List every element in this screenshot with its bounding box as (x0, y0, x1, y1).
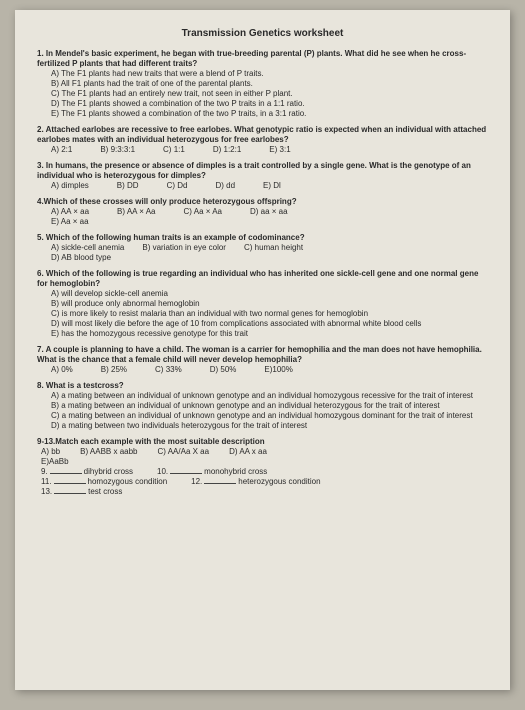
q9-e: E)AaBb (41, 457, 69, 467)
b11n: 11. (41, 477, 52, 487)
b13t: test cross (88, 487, 122, 497)
q7-e: E)100% (264, 365, 292, 375)
q2-b: B) 9:3:3:1 (100, 145, 135, 155)
q4-a: A) AA × aa (51, 207, 89, 217)
q5-text: 5. Which of the following human traits i… (37, 233, 305, 242)
blank-line[interactable] (204, 483, 236, 484)
blank-line[interactable] (54, 493, 86, 494)
q9-a: A) bb (41, 447, 60, 457)
q2-e: E) 3:1 (269, 145, 290, 155)
q1-a: A) The F1 plants had new traits that wer… (51, 69, 488, 79)
blank-line[interactable] (54, 483, 86, 484)
worksheet-title: Transmission Genetics worksheet (37, 28, 488, 39)
q3-b: B) DD (117, 181, 139, 191)
q8-c: C) a mating between an individual of unk… (51, 411, 488, 421)
q6-e: E) has the homozygous recessive genotype… (51, 329, 488, 339)
q4-c: C) Aa × Aa (184, 207, 222, 217)
q2-text: 2. Attached earlobes are recessive to fr… (37, 125, 486, 144)
q8-a: A) a mating between an individual of unk… (51, 391, 488, 401)
q8-d: D) a mating between two individuals hete… (51, 421, 488, 431)
b9t: dihybrid cross (84, 467, 133, 477)
q6-d: D) will most likely die before the age o… (51, 319, 488, 329)
question-5: 5. Which of the following human traits i… (37, 233, 488, 263)
b10n: 10. (157, 467, 168, 477)
q7-b: B) 25% (101, 365, 127, 375)
b12n: 12. (191, 477, 202, 487)
q7-a: A) 0% (51, 365, 73, 375)
q1-text: 1. In Mendel's basic experiment, he bega… (37, 49, 466, 68)
b10t: monohybrid cross (204, 467, 267, 477)
q7-c: C) 33% (155, 365, 182, 375)
q6-a: A) will develop sickle-cell anemia (51, 289, 488, 299)
worksheet-paper: Transmission Genetics worksheet 1. In Me… (15, 10, 510, 690)
q3-c: C) Dd (167, 181, 188, 191)
q5-a: A) sickle-cell anemia (51, 243, 124, 253)
q9-d: D) AA x aa (229, 447, 267, 457)
q5-d: D) AB blood type (51, 253, 111, 262)
q4-e: E) Aa × aa (51, 217, 89, 226)
q3-text: 3. In humans, the presence or absence of… (37, 161, 471, 180)
question-8: 8. What is a testcross? A) a mating betw… (37, 381, 488, 431)
q7-d: D) 50% (210, 365, 237, 375)
q2-d: D) 1:2:1 (213, 145, 241, 155)
q4-b: B) AA × Aa (117, 207, 155, 217)
q4-text: 4.Which of these crosses will only produ… (37, 197, 297, 206)
q3-a: A) dimples (51, 181, 89, 191)
q1-d: D) The F1 plants showed a combination of… (51, 99, 488, 109)
q2-c: C) 1:1 (163, 145, 185, 155)
b12t: heterozygous condition (238, 477, 320, 487)
b13n: 13. (41, 487, 52, 497)
q1-b: B) All F1 plants had the trait of one of… (51, 79, 488, 89)
question-6: 6. Which of the following is true regard… (37, 269, 488, 339)
question-9-13: 9-13.Match each example with the most su… (37, 437, 488, 497)
q9-text: 9-13.Match each example with the most su… (37, 437, 265, 446)
q4-d: D) aa × aa (250, 207, 288, 217)
question-1: 1. In Mendel's basic experiment, he bega… (37, 49, 488, 119)
question-4: 4.Which of these crosses will only produ… (37, 197, 488, 227)
q9-c: C) AA/Aa X aa (158, 447, 210, 457)
question-7: 7. A couple is planning to have a child.… (37, 345, 488, 375)
blank-line[interactable] (170, 473, 202, 474)
question-3: 3. In humans, the presence or absence of… (37, 161, 488, 191)
q3-e: E) Dl (263, 181, 281, 191)
q6-text: 6. Which of the following is true regard… (37, 269, 478, 288)
q1-e: E) The F1 plants showed a combination of… (51, 109, 488, 119)
b11t: homozygous condition (88, 477, 168, 487)
question-2: 2. Attached earlobes are recessive to fr… (37, 125, 488, 155)
q1-c: C) The F1 plants had an entirely new tra… (51, 89, 488, 99)
q9-b: B) AABB x aabb (80, 447, 137, 457)
q6-c: C) is more likely to resist malaria than… (51, 309, 488, 319)
q6-b: B) will produce only abnormal hemoglobin (51, 299, 488, 309)
q5-b: B) variation in eye color (142, 243, 226, 253)
blank-line[interactable] (50, 473, 82, 474)
q5-c: C) human height (244, 243, 303, 253)
q3-d: D) dd (215, 181, 235, 191)
q2-a: A) 2:1 (51, 145, 72, 155)
q8-text: 8. What is a testcross? (37, 381, 124, 390)
q8-b: B) a mating between an individual of unk… (51, 401, 488, 411)
b9n: 9. (41, 467, 48, 477)
q7-text: 7. A couple is planning to have a child.… (37, 345, 482, 364)
